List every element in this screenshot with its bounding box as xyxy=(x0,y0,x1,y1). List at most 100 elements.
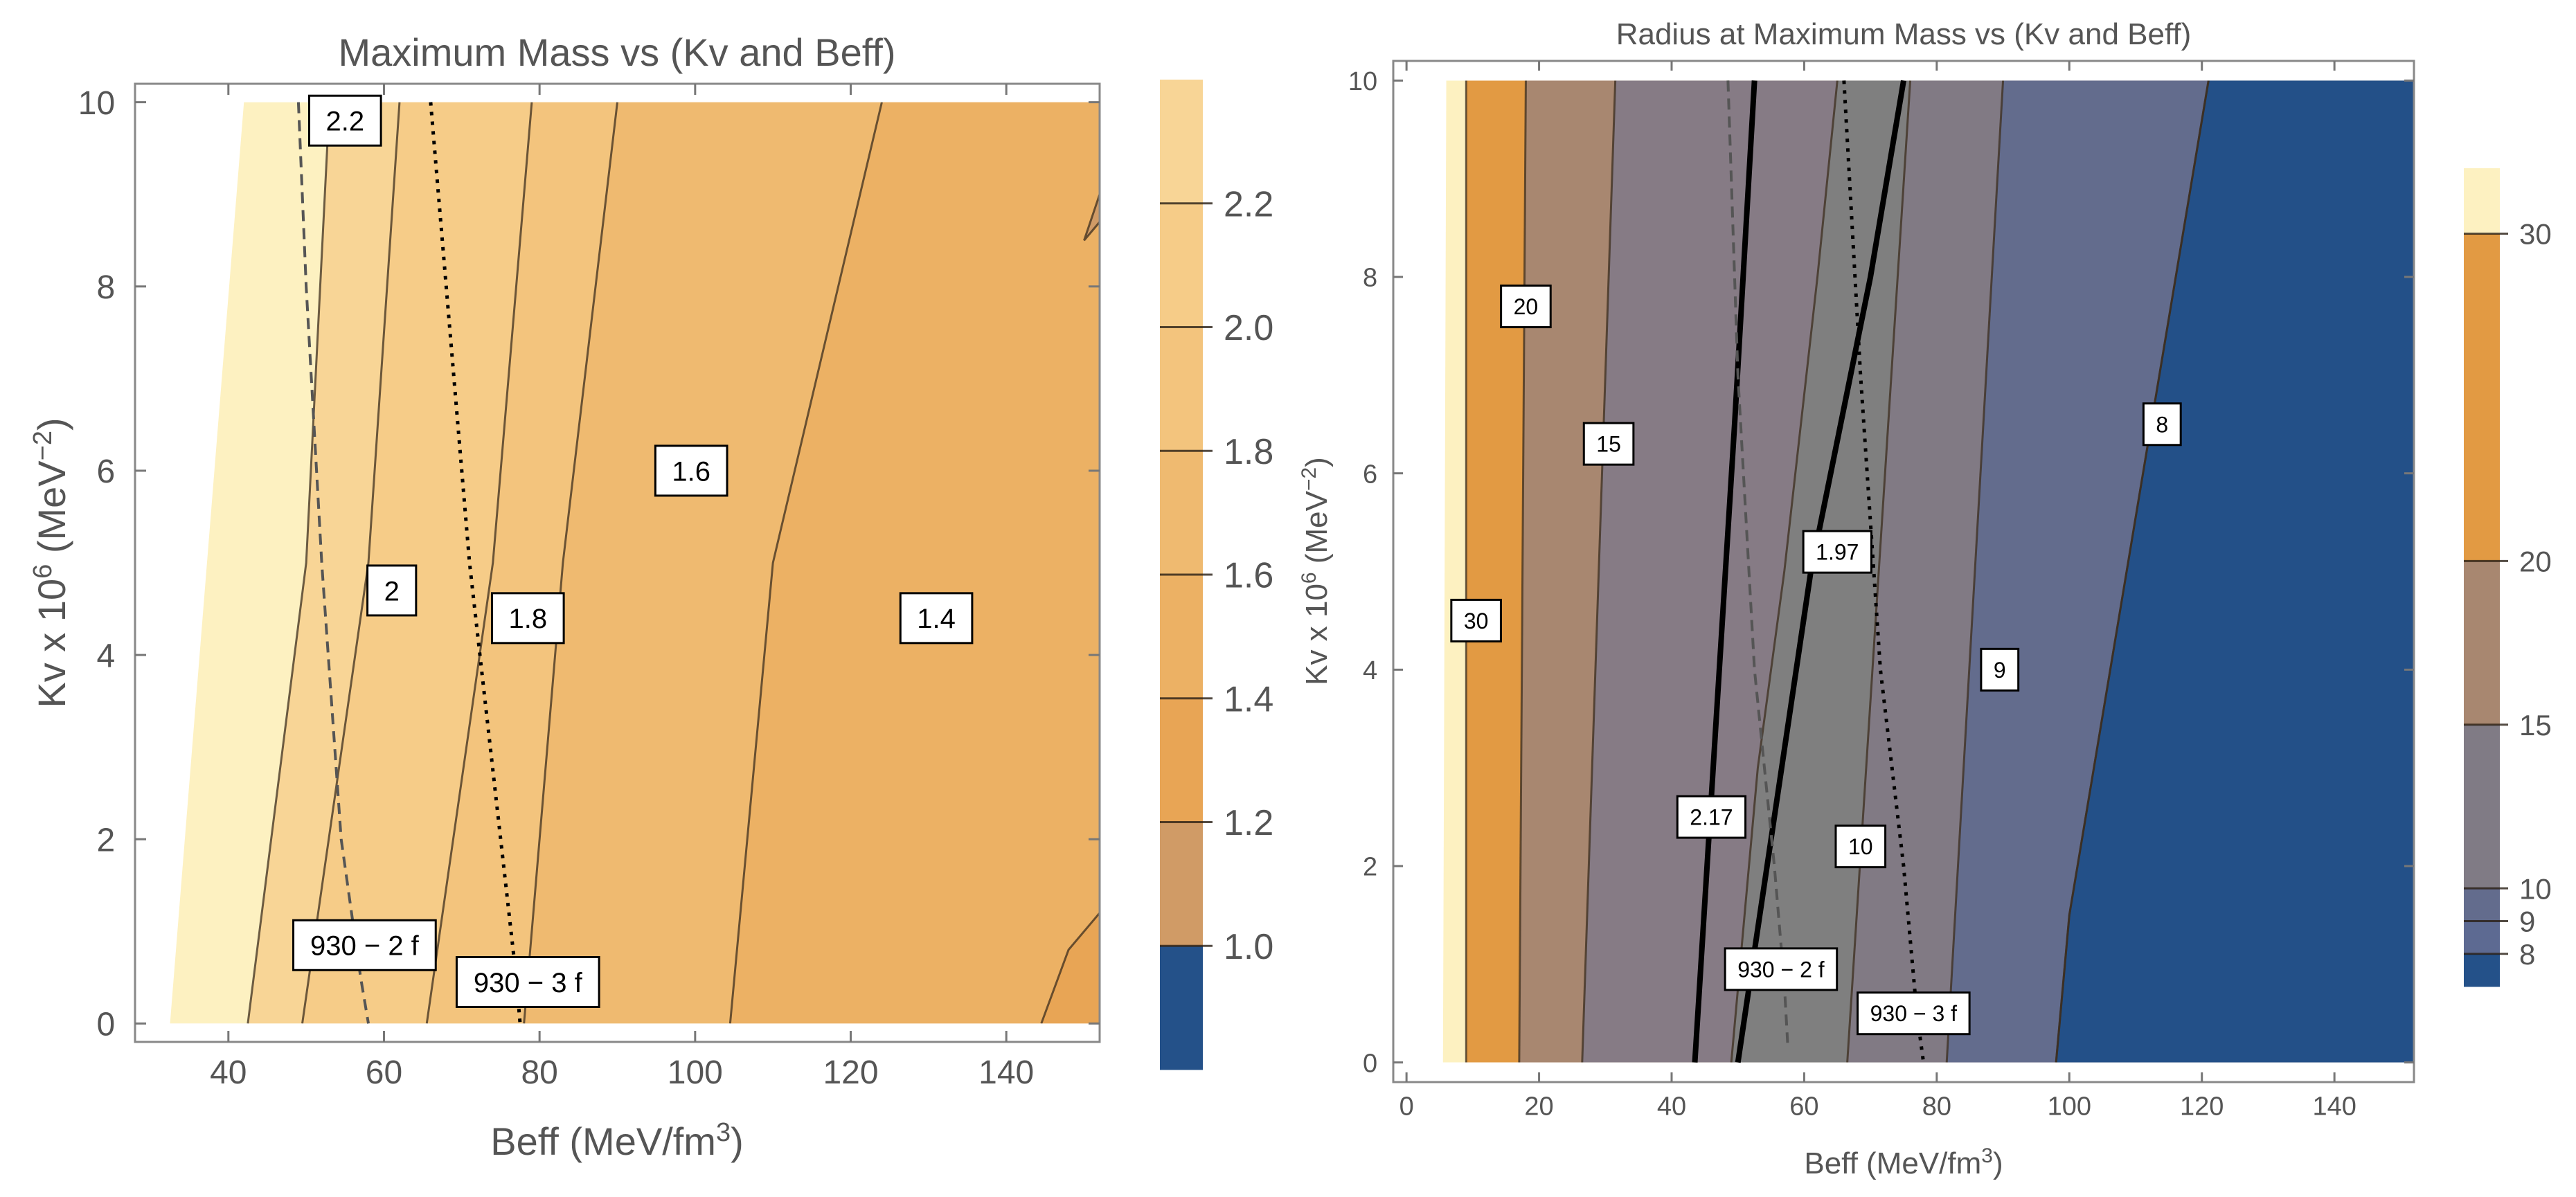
radius-contour-label: 8 xyxy=(2142,402,2182,447)
radius-x-axis-label: Beff (MeV/fm3) xyxy=(1804,1144,2003,1180)
mass-x-tick-label: 140 xyxy=(978,1054,1034,1091)
mass-y-axis-label: Kv x 106 (MeV−2) xyxy=(28,417,73,708)
radius-colorbar-segment xyxy=(2464,888,2500,921)
mass-contour-label-box xyxy=(455,956,600,1008)
mass-contour-line xyxy=(1040,912,1100,1024)
mass-colorbar-legend: 1.0 1.2 1.4 1.6 1.8 2.0 2.2 xyxy=(1160,80,1273,1070)
mass-colorbar-segment xyxy=(1160,822,1203,946)
radius-thick-line-2-17 xyxy=(1692,80,1757,1063)
mass-domain-mask xyxy=(135,84,1100,102)
mass-contour-label-text: 1.6 xyxy=(672,456,710,487)
radius-contour-label-box xyxy=(1802,530,1872,574)
mass-contour-label-box xyxy=(308,94,382,147)
mass-contour-plot: Maximum Mass vs (Kv and Beff) 40 60 80 100 1… xyxy=(28,30,1273,1163)
radius-x-tick-label: 40 xyxy=(1657,1092,1686,1122)
mass-contour-line xyxy=(247,102,331,1024)
mass-colorbar-tick-label: 1.6 xyxy=(1224,556,1273,596)
radius-contour-label-box xyxy=(1857,991,1971,1036)
radius-overlay-curve-dotted xyxy=(1842,80,1926,1063)
radius-contour-label-box xyxy=(1450,598,1502,642)
radius-contour-line xyxy=(1581,80,1617,1063)
radius-x-tick-label: 0 xyxy=(1399,1092,1414,1122)
mass-contour-label-box xyxy=(899,592,974,645)
radius-contour-label-text: 8 xyxy=(2156,412,2168,437)
radius-y-tick-label: 6 xyxy=(1363,460,1377,489)
mass-y-tick-label: 2 xyxy=(96,822,115,859)
mass-colorbar-segment xyxy=(1160,203,1203,327)
radius-contour-label: 930 − 3 f xyxy=(1857,991,1971,1036)
radius-contour-label-text: 15 xyxy=(1596,432,1621,457)
radius-contour-label-text: 930 − 3 f xyxy=(1870,1001,1958,1026)
mass-contour-label: 1.4 xyxy=(899,592,974,645)
mass-colorbar-tick-label: 1.8 xyxy=(1224,432,1273,472)
radius-domain-mask xyxy=(1393,61,2414,81)
mass-x-tick-label: 60 xyxy=(366,1054,402,1091)
mass-colorbar-segment xyxy=(1160,327,1203,451)
mass-y-tick-label: 8 xyxy=(96,269,115,306)
radius-overlay-curve-dashed xyxy=(1726,80,1789,1043)
radius-x-tick-label: 120 xyxy=(2180,1092,2224,1122)
radius-colorbar-segment xyxy=(2464,168,2500,235)
mass-colorbar-tick-label: 2.2 xyxy=(1224,184,1273,224)
mass-contour-label-text: 1.4 xyxy=(917,604,956,634)
radius-contour-label-text: 1.97 xyxy=(1816,540,1859,565)
radius-contour-bands xyxy=(1393,61,2414,1082)
mass-contour-label: 2 xyxy=(366,564,418,617)
mass-colorbar-tick-label: 1.2 xyxy=(1224,803,1273,843)
radius-contour-label-text: 930 − 2 f xyxy=(1737,957,1825,982)
mass-contour-line xyxy=(425,102,533,1024)
mass-y-tick-label: 10 xyxy=(78,85,115,122)
mass-contour-label-box xyxy=(292,919,437,971)
mass-contour-label: 1.6 xyxy=(654,444,728,497)
radius-colorbar-segment xyxy=(2464,953,2500,987)
radius-contour-label-text: 20 xyxy=(1514,294,1539,319)
radius-y-tick-label: 2 xyxy=(1363,853,1377,882)
radius-colorbar-tick-label: 9 xyxy=(2519,906,2535,938)
radius-y-axis-label: Kv x 106 (MeV−2) xyxy=(1298,457,1334,685)
radius-x-tick-label: 80 xyxy=(1922,1092,1951,1122)
mass-plot-title: Maximum Mass vs (Kv and Beff) xyxy=(339,30,896,74)
mass-contour-bands xyxy=(135,84,1100,1042)
mass-colorbar-segment xyxy=(1160,575,1203,699)
radius-x-tick-label: 60 xyxy=(1789,1092,1818,1122)
mass-y-tick-label: 0 xyxy=(96,1007,115,1043)
radius-colorbar-segment xyxy=(2464,561,2500,726)
radius-contour-label: 30 xyxy=(1450,598,1502,642)
mass-contour-label: 1.8 xyxy=(491,592,565,645)
radius-colorbar-tick-label: 30 xyxy=(2519,218,2552,251)
mass-colorbar-segment xyxy=(1160,80,1203,204)
mass-x-tick-label: 120 xyxy=(823,1054,878,1091)
radius-thick-line-1-97 xyxy=(1735,80,1906,1063)
radius-y-tick-label: 10 xyxy=(1348,67,1377,96)
mass-contour-line xyxy=(301,102,401,1024)
radius-overlay-curves xyxy=(1692,80,1926,1063)
mass-contour-labels: 2.2 2 1.8 1.6 1.4 930 − 2 f 930 − 3 f xyxy=(292,94,974,1008)
mass-colorbar-segment xyxy=(1160,946,1203,1070)
mass-x-tick-label: 100 xyxy=(668,1054,723,1091)
radius-contour-label-box xyxy=(1582,422,1635,466)
radius-contour-band xyxy=(2056,80,2414,1063)
mass-contour-label-text: 2 xyxy=(384,576,400,606)
mass-overlay-curves xyxy=(296,102,522,1024)
mass-contour-band xyxy=(1041,912,1100,1024)
radius-plot-frame xyxy=(1392,60,2415,1083)
mass-y-tick-label: 6 xyxy=(96,453,115,490)
mass-domain-mask xyxy=(135,1023,1100,1042)
radius-contour-label: 2.17 xyxy=(1676,795,1747,839)
mass-contour-label-text: 2.2 xyxy=(326,107,365,137)
radius-y-tick-label: 8 xyxy=(1363,264,1377,293)
mass-contour-label: 2.2 xyxy=(308,94,382,147)
radius-colorbar-segment xyxy=(2464,233,2500,561)
radius-contour-plot: Radius at Maximum Mass vs (Kv and Beff) … xyxy=(1298,17,2552,1180)
mass-contour-label-text: 930 − 2 f xyxy=(310,931,420,962)
radius-contour-label-box xyxy=(1724,947,1839,991)
radius-contour-labels: 20 15 30 1.97 2.17 9 8 10 930 − 2 f 930 − 3 f xyxy=(1450,285,2182,1036)
radius-contour-line xyxy=(1846,80,1912,1063)
mass-plot-frame xyxy=(134,82,1101,1043)
radius-contour-label-text: 9 xyxy=(1994,658,2006,683)
radius-contour-label-box xyxy=(1500,285,1552,329)
radius-contour-label: 15 xyxy=(1582,422,1635,466)
mass-contour-label-box xyxy=(366,564,418,617)
radius-contour-label: 930 − 2 f xyxy=(1724,947,1839,991)
